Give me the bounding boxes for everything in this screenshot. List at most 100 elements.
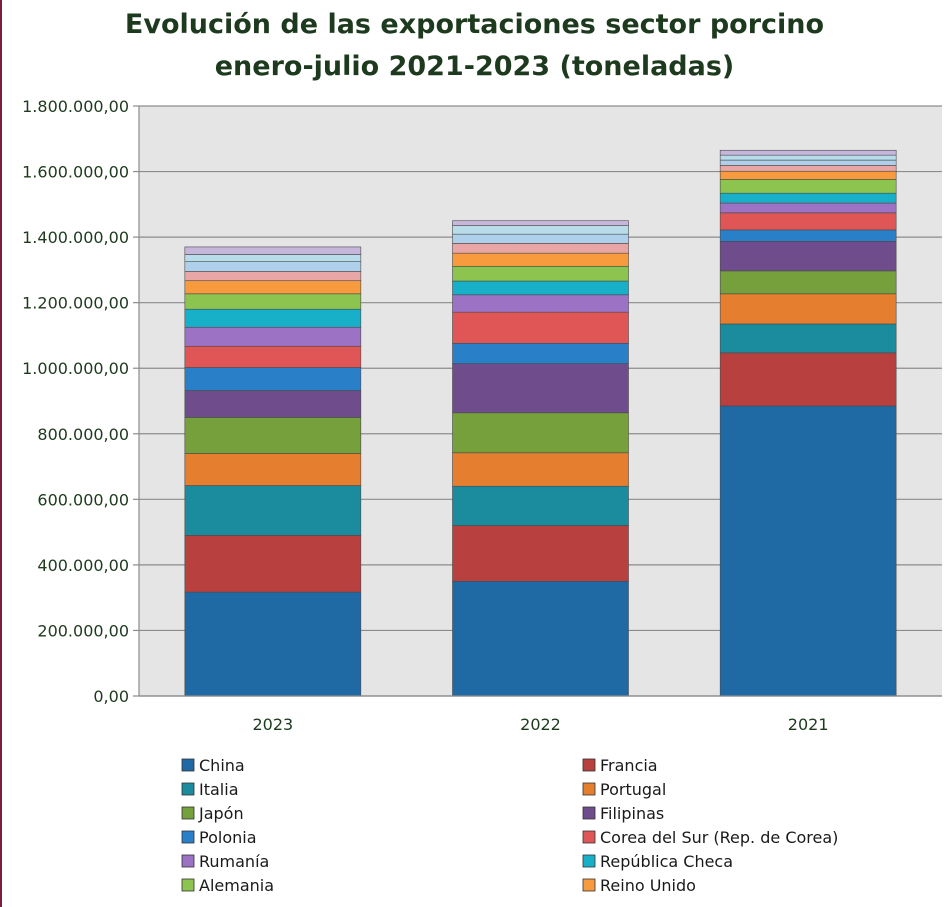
bar-segment xyxy=(184,254,362,262)
legend-swatch xyxy=(181,758,195,772)
bar-segment xyxy=(184,535,362,593)
bar-segment xyxy=(719,202,897,214)
y-axis-ticks: 0,00 200.000,00 400.000,00 600.000,00 800.00… xyxy=(22,97,140,706)
bar-segment xyxy=(184,293,362,310)
bar-segment xyxy=(184,591,362,697)
bar-segment xyxy=(719,352,897,407)
legend-item: Reino Unido xyxy=(582,876,696,895)
x-tick-label: 2021 xyxy=(788,715,829,734)
bar-segment xyxy=(452,452,629,487)
bar-segment xyxy=(184,485,362,536)
legend-item: Filipinas xyxy=(582,804,664,823)
legend-item: Polonia xyxy=(181,828,257,847)
legend-label: Francia xyxy=(600,756,658,775)
legend-label: Portugal xyxy=(600,780,666,799)
legend-item: Francia xyxy=(582,756,658,775)
y-tick-label: 400.000,00 xyxy=(37,556,129,575)
y-tick-label: 600.000,00 xyxy=(37,490,129,509)
legend-item: Rumanía xyxy=(181,852,269,871)
x-tick-label: 2023 xyxy=(252,715,293,734)
bar-segment xyxy=(452,280,629,296)
bar-segment xyxy=(452,265,629,282)
legend-item: Portugal xyxy=(582,780,666,799)
y-tick-label: 1.600.000,00 xyxy=(22,163,129,182)
legend-item: Japón xyxy=(181,804,244,823)
legend-swatch xyxy=(582,830,596,844)
bar-segment xyxy=(719,241,897,272)
bar-segment xyxy=(719,170,897,180)
legend-swatch xyxy=(582,878,596,892)
bar-segment xyxy=(452,294,629,313)
bar-segment xyxy=(452,252,629,267)
legend-label: China xyxy=(199,756,245,775)
legend-label: Filipinas xyxy=(600,804,664,823)
y-tick-label: 800.000,00 xyxy=(37,425,129,444)
bar-segment xyxy=(452,225,629,235)
legend-swatch xyxy=(181,878,195,892)
legend-swatch xyxy=(582,758,596,772)
bar-segment xyxy=(719,323,897,354)
legend-label: Reino Unido xyxy=(600,876,696,895)
bar-segment xyxy=(719,179,897,194)
legend-item: Italia xyxy=(181,780,239,799)
chart-title-line-2: enero-julio 2021-2023 (toneladas) xyxy=(214,51,735,82)
legend-label: Corea del Sur (Rep. de Corea) xyxy=(600,828,838,847)
legend-swatch xyxy=(181,806,195,820)
bars xyxy=(184,149,897,697)
bar-segment xyxy=(719,165,897,172)
bar-segment xyxy=(452,243,629,254)
bar-segment xyxy=(719,159,897,166)
bar-segment xyxy=(184,261,362,272)
x-axis-ticks: 2023 2022 2021 xyxy=(139,695,942,734)
chart-title-line-1: Evolución de las exportaciones sector po… xyxy=(124,9,825,40)
legend-swatch xyxy=(181,782,195,796)
y-tick-label: 200.000,00 xyxy=(37,621,129,640)
chart-title: Evolución de las exportaciones sector po… xyxy=(2,4,945,88)
bar-stack-2021 xyxy=(719,149,897,697)
legend-item: Corea del Sur (Rep. de Corea) xyxy=(582,828,838,847)
bar-segment xyxy=(719,149,897,156)
bar-segment xyxy=(184,390,362,418)
bar-segment xyxy=(184,308,362,328)
y-tick-label: 1.200.000,00 xyxy=(22,294,129,313)
bar-segment xyxy=(452,220,629,226)
legend-swatch xyxy=(181,830,195,844)
bar-segment xyxy=(452,363,629,414)
bar-segment xyxy=(452,233,629,244)
legend-label: Alemania xyxy=(199,876,274,895)
legend-label: República Checa xyxy=(600,852,733,871)
bar-segment xyxy=(184,417,362,454)
legend-label: Italia xyxy=(199,780,239,799)
bar-segment xyxy=(184,280,362,295)
y-tick-label: 1.800.000,00 xyxy=(22,97,129,116)
y-tick-label: 1.400.000,00 xyxy=(22,228,129,247)
y-tick-label: 0,00 xyxy=(93,687,129,706)
bar-stack-2023 xyxy=(184,246,362,697)
legend-label: Polonia xyxy=(199,828,257,847)
legend-swatch xyxy=(582,806,596,820)
bar-segment xyxy=(452,525,629,582)
bar-segment xyxy=(719,192,897,204)
legend-item: China xyxy=(181,756,245,775)
bar-segment xyxy=(184,326,362,347)
bar-segment xyxy=(452,311,629,344)
legend: China Francia Italia Portugal Japón Filipinas… xyxy=(181,756,838,895)
legend-label: Rumanía xyxy=(199,852,269,871)
bar-segment xyxy=(184,453,362,486)
bar-segment xyxy=(719,212,897,231)
bar-segment xyxy=(184,367,362,391)
bar-segment xyxy=(184,345,362,368)
bar-segment xyxy=(452,485,629,526)
bar-segment xyxy=(452,343,629,364)
legend-swatch xyxy=(181,854,195,868)
legend-swatch xyxy=(582,854,596,868)
legend-swatch xyxy=(582,782,596,796)
bar-stack-2022 xyxy=(452,220,629,697)
bar-segment xyxy=(719,229,897,242)
bar-segment xyxy=(184,246,362,255)
bar-segment xyxy=(719,270,897,295)
x-tick-label: 2022 xyxy=(520,715,561,734)
y-tick-label: 1.000.000,00 xyxy=(22,359,129,378)
legend-item: República Checa xyxy=(582,852,733,871)
